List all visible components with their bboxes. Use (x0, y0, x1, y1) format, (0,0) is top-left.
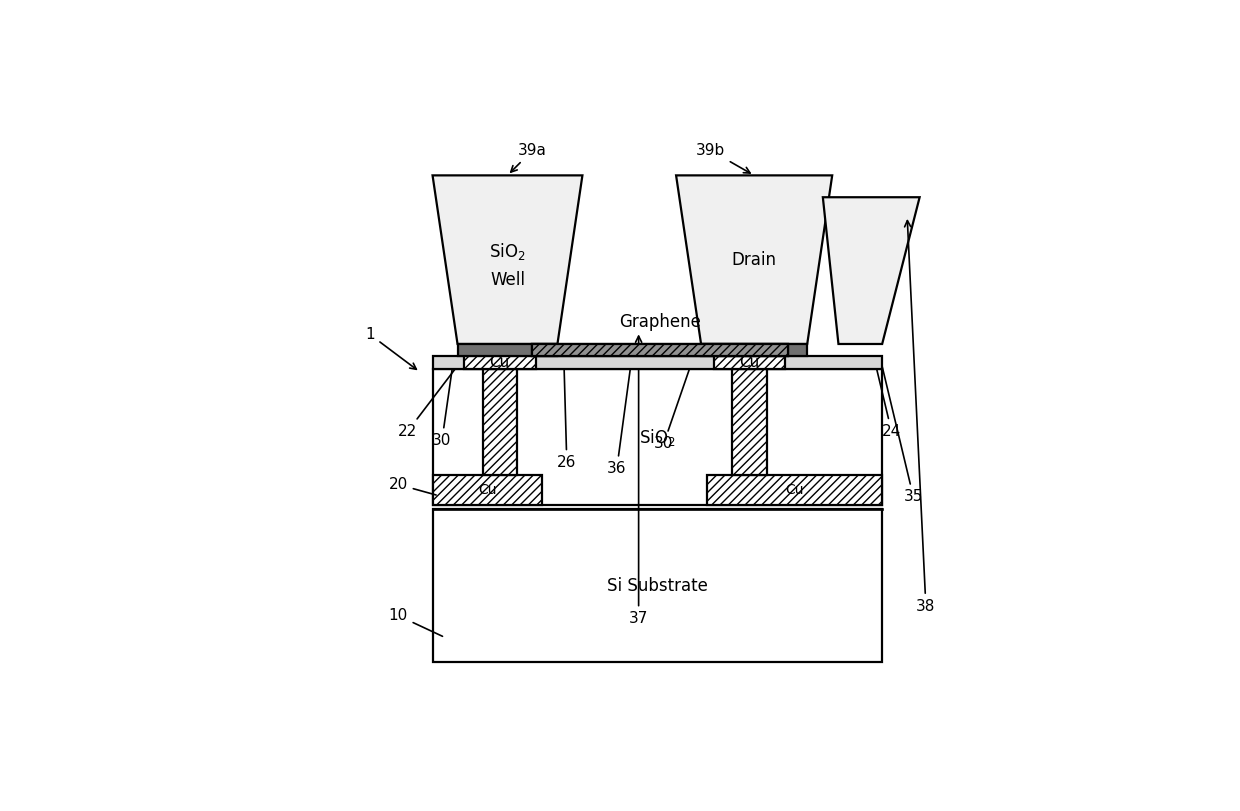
Text: Cu: Cu (477, 483, 496, 497)
Text: Graphene: Graphene (620, 313, 702, 331)
Text: 20: 20 (388, 477, 436, 495)
Bar (433, 475, 542, 505)
Text: 37: 37 (629, 336, 649, 626)
Polygon shape (823, 197, 920, 344)
Polygon shape (676, 175, 832, 344)
Bar (433, 369, 882, 505)
Bar (433, 357, 882, 369)
Text: Well: Well (490, 271, 525, 289)
Bar (713, 357, 785, 369)
Text: SiO$_2$: SiO$_2$ (639, 427, 676, 448)
Text: 24: 24 (877, 368, 901, 439)
Text: 38: 38 (905, 221, 935, 614)
Bar (733, 369, 766, 475)
Text: 39a: 39a (511, 143, 547, 172)
Text: Cu: Cu (739, 355, 760, 370)
Text: 35: 35 (879, 356, 923, 504)
Text: 26: 26 (557, 356, 577, 470)
Text: 36: 36 (608, 358, 634, 476)
Bar (433, 509, 882, 663)
Bar (532, 344, 789, 357)
Bar (464, 357, 536, 369)
Bar (482, 369, 517, 475)
Text: 30: 30 (653, 356, 694, 452)
Text: 39b: 39b (696, 143, 750, 173)
Bar (701, 344, 807, 357)
Text: SiO$_2$: SiO$_2$ (489, 241, 526, 262)
Polygon shape (433, 175, 583, 344)
Bar (707, 475, 882, 505)
Text: Si Substrate: Si Substrate (606, 577, 708, 595)
Text: Cu: Cu (490, 355, 510, 370)
Text: Cu: Cu (785, 483, 804, 497)
Bar (532, 344, 789, 357)
Bar (458, 344, 558, 357)
Text: 22: 22 (398, 368, 456, 439)
Text: 30: 30 (433, 356, 454, 448)
Text: 1: 1 (366, 327, 417, 369)
Text: 10: 10 (388, 608, 443, 637)
Text: Drain: Drain (732, 251, 776, 268)
